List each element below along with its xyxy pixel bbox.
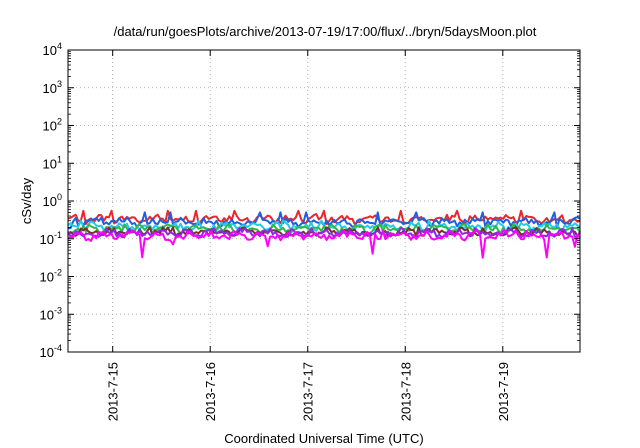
y-tick-label: 100 <box>43 192 62 209</box>
series-group <box>67 209 581 259</box>
y-axis: 10-4 10-3 10-2 10-1 100 101 102 103 104 <box>40 41 580 360</box>
y-tick-label: 102 <box>43 117 62 134</box>
y-tick-label: 104 <box>43 41 62 58</box>
x-tick-label: 2013-7-15 <box>106 362 121 421</box>
chart-title: /data/run/goesPlots/archive/2013-07-19/1… <box>114 24 537 39</box>
y-tick-label: 10-1 <box>40 230 62 247</box>
y-tick-label: 101 <box>43 154 62 171</box>
series-line <box>67 230 581 259</box>
x-tick-label: 2013-7-18 <box>398 362 413 421</box>
y-tick-label: 10-3 <box>40 305 62 322</box>
y-axis-label: cSv/day <box>19 177 34 224</box>
y-tick-label: 103 <box>43 79 62 96</box>
y-tick-label: 10-4 <box>40 343 62 360</box>
x-axis: 2013-7-15 2013-7-16 2013-7-17 2013-7-18 2013… <box>106 50 511 421</box>
x-axis-label: Coordinated Universal Time (UTC) <box>224 431 423 446</box>
y-tick-label: 10-2 <box>40 268 62 285</box>
x-tick-label: 2013-7-16 <box>203 362 218 421</box>
x-tick-label: 2013-7-19 <box>496 362 511 421</box>
grid-lines <box>68 50 580 352</box>
x-tick-label: 2013-7-17 <box>301 362 316 421</box>
